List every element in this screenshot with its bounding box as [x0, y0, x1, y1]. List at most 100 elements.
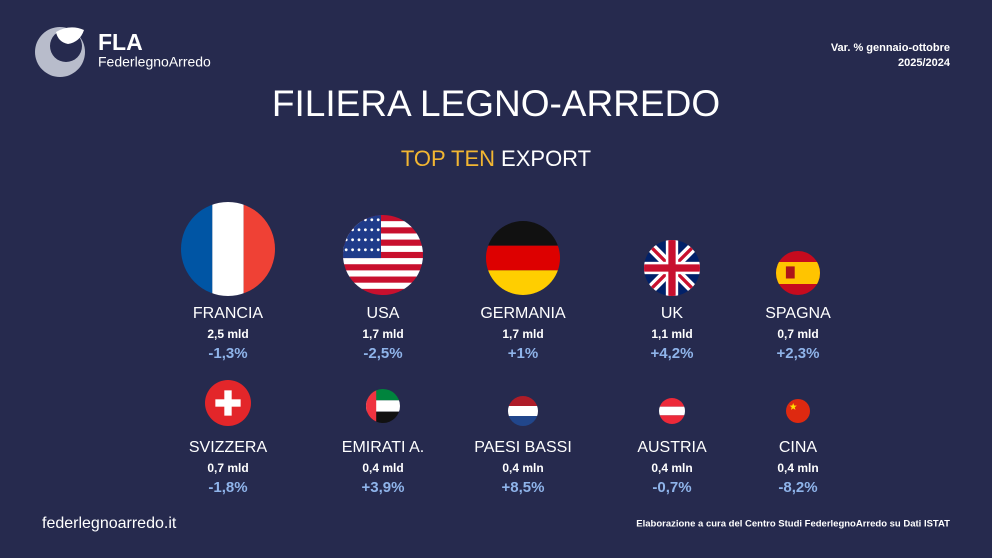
country-value: 0,7 mld: [207, 461, 248, 475]
flag-part: [357, 238, 361, 242]
flag-part: [343, 239, 423, 247]
flag: [776, 251, 820, 295]
country-value: 0,4 mln: [502, 461, 543, 475]
flag-part: [343, 264, 423, 271]
country-change: -1,3%: [208, 345, 247, 362]
flag: [181, 202, 275, 296]
flag-part: [776, 262, 820, 284]
flag-part: [370, 228, 374, 232]
flag-part: [376, 218, 380, 222]
flag: [786, 399, 810, 423]
country-value: 0,7 mld: [777, 327, 818, 341]
flag-part: [357, 258, 361, 262]
flag-part: [343, 233, 423, 240]
flag-part: [508, 406, 538, 416]
flag-part: [357, 228, 361, 232]
flag-part: [364, 238, 367, 242]
flag-part: [659, 406, 685, 416]
logo-full: FederlegnoArredo: [98, 54, 211, 70]
flag-part: [486, 245, 560, 271]
logo: [35, 27, 85, 77]
flag-part: [370, 248, 374, 252]
flag: [659, 398, 685, 424]
country-value: 0,4 mld: [362, 461, 403, 475]
country-value: 1,7 mld: [362, 327, 403, 341]
period-label: Var. % gennaio-ottobre: [831, 42, 950, 54]
flag-part: [376, 228, 380, 232]
flag-part: [668, 240, 676, 296]
country-change: -2,5%: [363, 345, 402, 362]
flag-part: [508, 396, 538, 406]
flag-part: [376, 248, 380, 252]
logo-leaf: [56, 27, 84, 44]
flag-part: [343, 258, 423, 265]
flag: [343, 215, 423, 295]
flag-part: [224, 390, 232, 416]
flag-part: [370, 238, 374, 242]
flag-part: [351, 248, 354, 252]
flag-part: [343, 288, 423, 295]
country-change: -1,8%: [208, 479, 247, 496]
country-value: 0,4 mln: [777, 461, 818, 475]
country-name: PAESI BASSI: [474, 439, 572, 456]
website[interactable]: federlegnoarredo.it: [42, 515, 177, 532]
source: Elaborazione a cura del Centro Studi Fed…: [636, 519, 950, 530]
flag-part: [785, 266, 795, 279]
flag-part: [659, 398, 685, 407]
flag-part: [508, 416, 538, 426]
flag-part: [364, 228, 367, 232]
flag-part: [357, 248, 361, 252]
flag-part: [343, 227, 423, 234]
country-change: +1%: [508, 345, 538, 362]
subtitle-highlight: TOP TEN: [401, 146, 495, 171]
country-change: +8,5%: [502, 479, 545, 496]
flag-part: [351, 238, 354, 242]
logo-short: FLA: [98, 29, 143, 55]
flag-part: [366, 400, 400, 412]
flag-part: [344, 258, 348, 262]
country-name: AUSTRIA: [637, 439, 707, 456]
flag-part: [364, 248, 367, 252]
flag-part: [351, 258, 354, 262]
flag-part: [786, 399, 810, 423]
country-name: EMIRATI A.: [342, 439, 424, 456]
flag-part: [376, 238, 380, 242]
period-years: 2025/2024: [898, 57, 951, 69]
flag-part: [343, 245, 423, 253]
flag-part: [376, 258, 380, 262]
country-change: +3,9%: [362, 479, 405, 496]
flag: [486, 221, 560, 295]
flag-part: [370, 258, 374, 262]
country-value: 1,1 mld: [651, 327, 692, 341]
country-name: SVIZZERA: [189, 439, 268, 456]
flag-part: [659, 415, 685, 424]
flag-part: [343, 215, 423, 222]
flag-part: [366, 389, 400, 401]
country-name: UK: [661, 305, 684, 322]
flag-part: [344, 248, 348, 252]
country-name: CINA: [779, 439, 818, 456]
flag-part: [343, 282, 423, 290]
country-change: +4,2%: [651, 345, 694, 362]
flag-part: [364, 258, 367, 262]
flag-part: [370, 218, 374, 222]
flag-part: [343, 221, 423, 228]
country-value: 1,7 mld: [502, 327, 543, 341]
flag: [508, 396, 538, 426]
subtitle-rest: EXPORT: [501, 146, 591, 171]
flag-part: [212, 202, 244, 296]
flag-part: [789, 402, 797, 410]
country-value: 0,4 mln: [651, 461, 692, 475]
country-change: +2,3%: [777, 345, 820, 362]
flag-part: [343, 251, 423, 259]
title: FILIERA LEGNO-ARREDO: [272, 83, 720, 124]
flag: [366, 389, 400, 423]
country-name: SPAGNA: [765, 305, 831, 322]
subtitle: TOP TEN EXPORT: [401, 146, 591, 171]
country-change: -0,7%: [652, 479, 691, 496]
country-value: 2,5 mld: [207, 327, 248, 341]
flag-part: [343, 276, 423, 283]
flag-part: [343, 270, 423, 277]
country-name: USA: [367, 305, 400, 322]
